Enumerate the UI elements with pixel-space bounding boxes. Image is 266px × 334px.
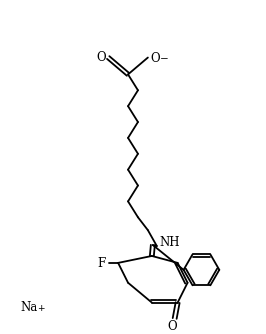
- Text: O: O: [97, 51, 106, 64]
- Text: NH: NH: [160, 235, 180, 248]
- Text: O: O: [151, 52, 160, 65]
- Text: O: O: [168, 320, 177, 333]
- Text: Na: Na: [21, 301, 38, 314]
- Text: F: F: [97, 258, 105, 271]
- Text: +: +: [37, 304, 44, 313]
- Text: −: −: [160, 54, 169, 63]
